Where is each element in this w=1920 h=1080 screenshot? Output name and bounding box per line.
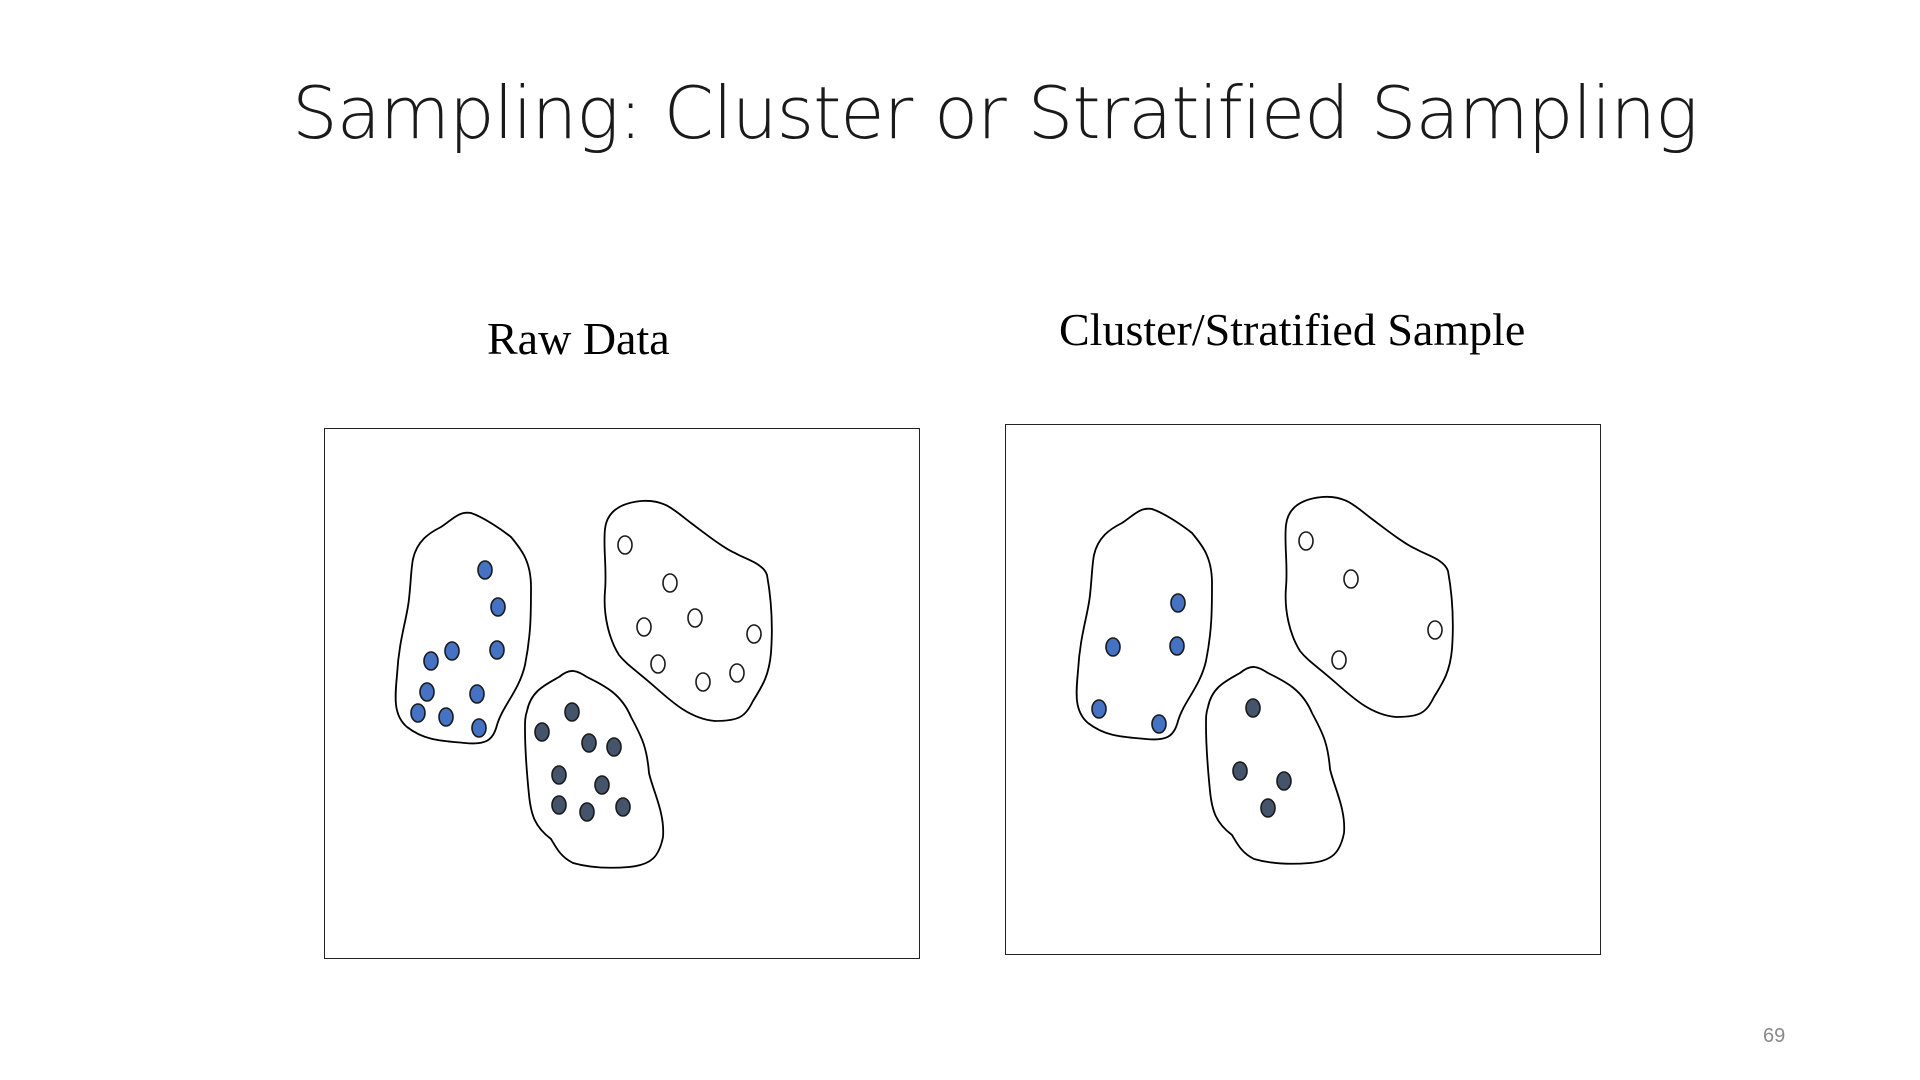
white-point [636,617,652,637]
dark-point [581,733,597,753]
white-point [1331,650,1347,670]
sample-label: Cluster/Stratified Sample [1059,304,1526,355]
blue-point [1091,699,1107,719]
cluster-white-outline [603,499,773,722]
blue-point [423,651,439,671]
cluster-dark-outline [1205,666,1346,865]
white-point [1343,569,1359,589]
white-point [1298,531,1314,551]
dark-point [564,702,580,722]
white-point [617,535,633,555]
sample-panel [1005,424,1601,955]
blue-point [438,707,454,727]
white-point [662,573,678,593]
dark-point [551,765,567,785]
dark-point [606,737,622,757]
blue-point [471,718,487,738]
dark-point [1232,761,1248,781]
dark-point [1276,771,1292,791]
cluster-white-outline [1284,495,1454,718]
dark-point [1245,698,1261,718]
sample-diagram [1075,495,1454,865]
cluster-dark-outline [524,670,665,869]
white-point [687,608,703,628]
blue-point [410,703,426,723]
blue-point [444,641,460,661]
white-point [729,663,745,683]
blue-point [1169,636,1185,656]
blue-point [1151,714,1167,734]
blue-point [469,684,485,704]
slide-title: Sampling: Cluster or Stratified Sampling [292,71,1698,155]
white-point [695,672,711,692]
page-number: 69 [1763,1025,1786,1047]
white-point [746,624,762,644]
blue-point [419,682,435,702]
dark-point [1260,798,1276,818]
blue-point [1170,593,1186,613]
raw-data-panel [324,428,920,959]
cluster-blue-outline [1075,507,1213,741]
blue-point [489,640,505,660]
dark-point [594,775,610,795]
dark-point [534,722,550,742]
white-point [1427,620,1443,640]
blue-point [490,597,506,617]
blue-point [1105,637,1121,657]
blue-point [477,560,493,580]
raw-data-label: Raw Data [487,313,670,364]
white-point [650,654,666,674]
raw-data-diagram [394,499,773,869]
dark-point [615,797,631,817]
dark-point [579,802,595,822]
dark-point [551,795,567,815]
